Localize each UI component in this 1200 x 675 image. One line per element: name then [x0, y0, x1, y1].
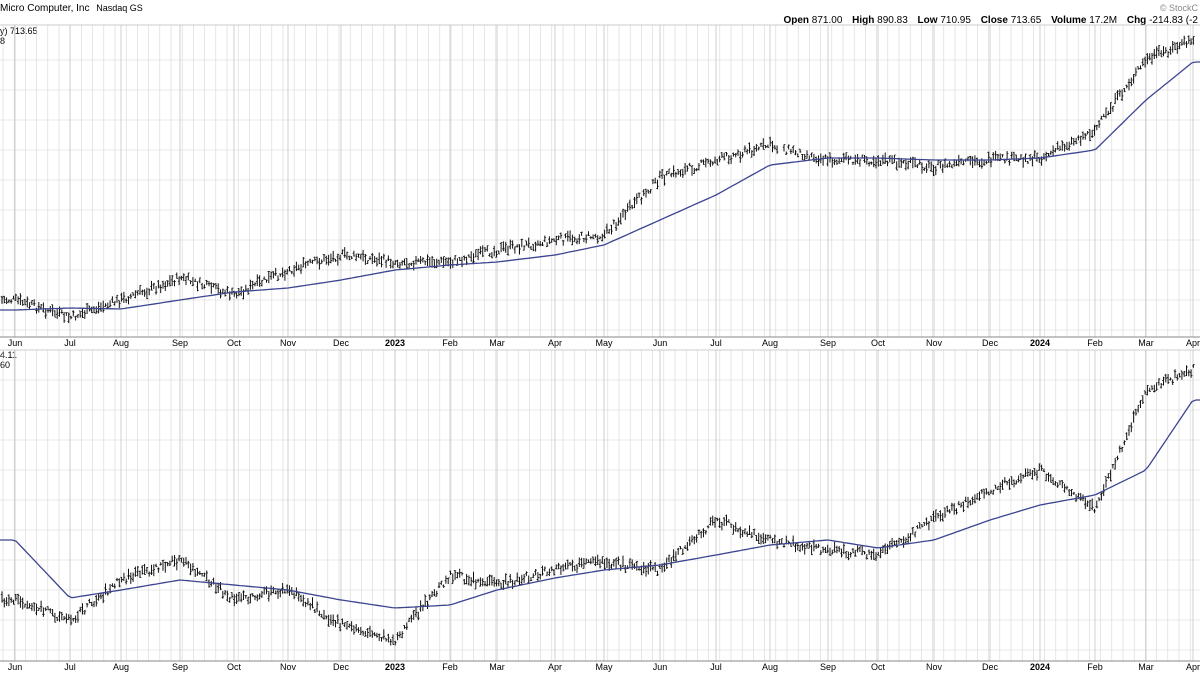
x-tick-label: Sep: [172, 338, 188, 348]
x-tick-label: Nov: [280, 338, 297, 348]
x-tick-label: Oct: [227, 662, 242, 672]
x-tick-label: Sep: [820, 338, 836, 348]
x-tick-label: Dec: [333, 338, 350, 348]
x-tick-label: Apr: [1186, 338, 1200, 348]
x-tick-label: Aug: [762, 338, 778, 348]
panel1-ma-tag: 8: [0, 36, 6, 46]
ohlc-series: [0, 35, 1195, 324]
price-panel-2: Jun Jul Aug Sep Oct Nov Dec 2023 Feb Mar Apr May Jun…: [0, 349, 1200, 672]
x-tick-label: Jun: [653, 338, 668, 348]
chg-label: Chg: [1126, 15, 1147, 26]
x-tick-label: Jun: [8, 338, 23, 348]
x-tick-label: Jun: [653, 662, 668, 672]
x-tick-label: Aug: [113, 662, 129, 672]
x-tick-label: Jul: [64, 662, 76, 672]
chart-title: Micro Computer, Inc Nasdaq GS: [0, 3, 143, 14]
x-tick-label: Apr: [1186, 662, 1200, 672]
x-tick-label: Nov: [926, 338, 943, 348]
high-value: 890.83: [877, 15, 908, 26]
x-tick-label: Mar: [1138, 662, 1154, 672]
volume-value: 17.2M: [1089, 15, 1118, 26]
x-tick-label: Oct: [871, 662, 886, 672]
x-tick-label: Sep: [172, 662, 188, 672]
close-label: Close: [980, 15, 1008, 26]
x-tick-label: Mar: [1138, 338, 1154, 348]
x-tick-label: 2023: [385, 338, 405, 348]
x-tick-label: 2024: [1030, 338, 1050, 348]
x-tick-label: Feb: [442, 662, 458, 672]
x-tick-label: May: [595, 662, 613, 672]
x-tick-label: Aug: [113, 338, 129, 348]
x-tick-label: Jul: [710, 338, 722, 348]
x-tick-label: Apr: [548, 662, 562, 672]
x-tick-label: Mar: [489, 338, 505, 348]
x-tick-label: 2024: [1030, 662, 1050, 672]
moving-average-line: [0, 61, 1200, 311]
x-tick-label: Nov: [280, 662, 297, 672]
x-tick-label: May: [595, 338, 613, 348]
x-tick-label: Dec: [333, 662, 350, 672]
x-tick-label: Mar: [489, 662, 505, 672]
volume-label: Volume: [1051, 15, 1087, 26]
x-tick-label: Nov: [926, 662, 943, 672]
ohlc-stats: Open 871.00 High 890.83 Low 710.95 Close…: [783, 15, 1198, 26]
moving-average-line: [0, 399, 1200, 609]
x-tick-label: Oct: [871, 338, 886, 348]
x-tick-label: Oct: [227, 338, 242, 348]
x-tick-label: Feb: [1087, 662, 1103, 672]
x-tick-label: Jul: [710, 662, 722, 672]
x-tick-label: Dec: [982, 662, 999, 672]
high-label: High: [852, 15, 875, 26]
x-tick-label: Jul: [64, 338, 76, 348]
panel2-price-tag: 4.11: [0, 350, 17, 360]
open-value: 871.00: [811, 15, 843, 26]
x-tick-label: Feb: [442, 338, 458, 348]
x-tick-label: Dec: [982, 338, 999, 348]
x-tick-label: Apr: [548, 338, 562, 348]
panel1-price-tag: y) 713.65: [0, 26, 38, 36]
watermark: © StockC: [1159, 3, 1198, 13]
company-name: Micro Computer, Inc: [0, 3, 90, 14]
x-tick-label: Feb: [1087, 338, 1103, 348]
x-tick-label: 2023: [385, 662, 405, 672]
x-tick-label: Sep: [820, 662, 836, 672]
price-panel-1: Jun Jul Aug Sep Oct Nov Dec 2023 Feb Mar Apr May Jun…: [0, 24, 1200, 348]
low-label: Low: [917, 15, 938, 26]
x-tick-label: Jun: [8, 662, 23, 672]
x-tick-label: Aug: [762, 662, 778, 672]
chg-value: -214.83 (-2: [1149, 15, 1198, 26]
open-label: Open: [783, 15, 810, 26]
exchange-label: Nasdaq GS: [96, 3, 143, 13]
close-value: 713.65: [1010, 15, 1042, 26]
panel2-ma-tag: 60: [0, 360, 11, 370]
low-value: 710.95: [940, 15, 971, 26]
